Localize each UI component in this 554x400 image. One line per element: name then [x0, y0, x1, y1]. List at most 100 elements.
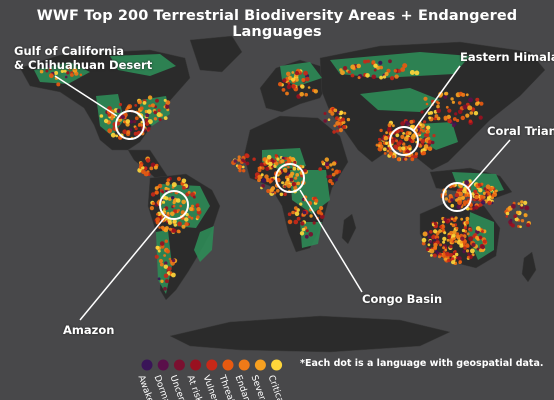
language-dot: [384, 71, 389, 77]
language-dot: [141, 169, 146, 175]
language-dot: [513, 214, 517, 218]
language-dot: [103, 118, 109, 124]
language-dot: [511, 203, 516, 209]
language-dot: [419, 123, 422, 127]
language-dot: [454, 240, 458, 243]
language-dot: [323, 112, 327, 115]
language-dot: [420, 110, 424, 114]
language-dot: [309, 214, 313, 218]
language-dot: [468, 119, 473, 123]
language-dot: [463, 226, 467, 230]
language-dot: [473, 111, 479, 116]
language-dot: [423, 96, 428, 101]
language-dot: [153, 110, 158, 115]
language-dot: [475, 97, 480, 102]
language-dot: [387, 144, 391, 148]
language-dot: [156, 112, 162, 118]
language-dot: [187, 215, 191, 219]
language-dot: [335, 169, 339, 174]
language-dot: [159, 241, 165, 246]
language-dot: [133, 131, 138, 136]
language-dot: [166, 211, 170, 215]
language-dot: [168, 197, 172, 201]
language-dot: [466, 255, 470, 259]
language-dot: [462, 104, 468, 110]
language-dot: [445, 105, 449, 109]
language-dot: [287, 212, 292, 216]
language-dot: [149, 166, 154, 171]
language-dot: [156, 185, 160, 189]
language-dot: [176, 229, 181, 234]
language-dot: [483, 187, 487, 191]
language-dot: [455, 226, 459, 230]
language-dot: [481, 200, 486, 205]
language-dot: [447, 258, 451, 263]
language-dot: [458, 260, 463, 264]
language-dot: [460, 236, 465, 241]
language-dot: [382, 75, 387, 79]
language-dot: [391, 155, 396, 159]
legend-swatch-severely: [254, 359, 266, 371]
language-dot: [388, 151, 393, 156]
language-dot: [491, 193, 495, 198]
language-dot: [447, 108, 452, 113]
language-dot: [144, 118, 149, 123]
language-dot: [118, 102, 122, 107]
language-dot: [164, 187, 168, 191]
language-dot: [187, 190, 191, 194]
language-dot: [450, 97, 454, 101]
language-dot: [460, 195, 466, 200]
language-dot: [454, 216, 458, 220]
language-dot: [409, 119, 414, 124]
language-dot: [153, 117, 158, 121]
legend-swatch-endangered: [238, 359, 250, 371]
language-dot: [474, 195, 479, 200]
language-dot: [129, 120, 134, 124]
language-dot: [396, 157, 401, 162]
language-dot: [514, 217, 519, 222]
language-dot: [179, 204, 182, 208]
language-dot: [171, 272, 176, 278]
language-dot: [147, 119, 153, 125]
language-dot: [449, 230, 453, 235]
language-dot: [196, 207, 201, 212]
language-dot: [423, 144, 429, 149]
language-dot: [56, 82, 61, 87]
language-dot: [282, 78, 287, 83]
language-dot: [436, 251, 440, 255]
language-dot: [435, 100, 439, 104]
language-dot: [252, 157, 256, 161]
language-dot: [286, 71, 291, 77]
language-dot: [265, 166, 270, 171]
hotspot-circle-eastern-himalayas: [389, 126, 419, 156]
language-dot: [45, 69, 49, 73]
language-dot: [313, 89, 318, 94]
legend-swatch-vulnerable: [206, 359, 218, 371]
language-dot: [478, 188, 483, 193]
language-dot: [145, 113, 150, 118]
language-dot: [454, 112, 458, 116]
language-dot: [462, 188, 467, 194]
language-dot: [443, 115, 448, 120]
language-dot: [366, 59, 370, 63]
language-dot: [274, 154, 278, 157]
callout-congo-basin: Congo Basin: [362, 292, 443, 306]
language-dot: [443, 217, 448, 222]
language-dot: [39, 69, 44, 74]
language-dot: [293, 206, 298, 211]
language-dot: [479, 101, 484, 106]
language-dot: [446, 238, 450, 242]
language-dot: [442, 246, 446, 250]
language-dot: [390, 139, 395, 144]
language-dot: [321, 160, 325, 164]
language-dot: [319, 206, 324, 211]
language-dot: [447, 118, 452, 124]
language-dot: [110, 117, 114, 121]
language-dot: [450, 203, 455, 208]
language-dot: [312, 221, 316, 225]
language-dot: [338, 128, 343, 133]
language-dot: [67, 65, 72, 70]
language-dot: [451, 233, 456, 238]
language-dot: [363, 59, 368, 64]
language-dot: [456, 188, 461, 192]
